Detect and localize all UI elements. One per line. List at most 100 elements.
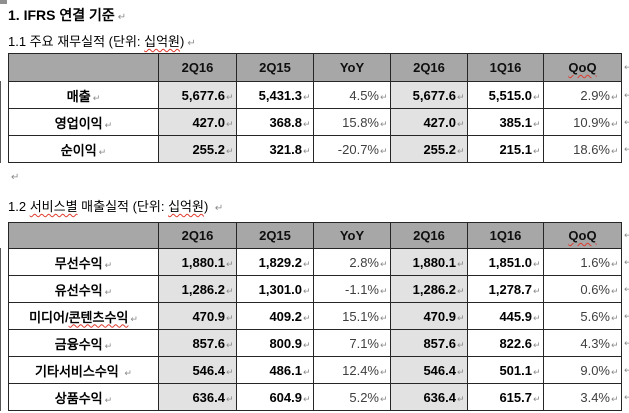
value-cell: 255.2↵ [390,135,468,163]
row-label-text: 금융수익 [54,336,103,352]
cell-end-mark: ↵ [533,145,541,156]
paragraph-mark: ↵ [117,12,127,23]
row-end-mark: ↵ [622,82,629,109]
value-cell: 501.1↵ [467,356,544,384]
value-cell: 546.4↵ [390,356,468,384]
value-cell: 822.6↵ [467,329,544,357]
cell-value: 4.5% [349,87,379,103]
column-header-label: 2Q16 [413,228,445,243]
value-cell: 1,880.1↵ [158,248,237,276]
value-cell: 800.9↵ [236,329,314,357]
cell-value: 427.0 [423,114,456,130]
value-cell: 470.9↵ [390,302,468,330]
table-row: 미디어/콘텐츠수익 ↵ 470.9↵ 409.2↵ 15.1%↵ 470.9↵ 445.9↵… [8,302,629,330]
value-cell: -20.7%↵ [313,135,391,163]
cell-end-mark: ↵ [611,91,619,102]
cell-value: 15.8% [342,114,379,130]
cell-value: 1,301.0 [258,281,302,297]
column-header: 2Q16 [390,53,468,82]
cell-end-mark: ↵ [533,339,541,350]
cell-value: -20.7% [337,141,379,157]
row-label-text: 기타서비스수익 [35,363,123,379]
row-end-mark: ↵ [622,384,629,411]
cell-value: 2.9% [580,87,610,103]
value-cell: 10.9%↵ [543,108,622,136]
value-cell: 4.5%↵ [313,81,391,109]
cell-value: 1.6% [580,254,610,270]
column-header: QoQ [543,222,622,249]
value-cell: 255.2↵ [158,135,237,163]
section1-title: 1.1 주요 재무실적 (단위: 십억원) ↵ [8,31,196,50]
row-label: 상품수익 ↵ [8,383,159,411]
value-cell: 427.0↵ [158,108,237,136]
cell-end-mark: ↵ [226,339,234,350]
row-label-text: 상품수익 [54,390,103,406]
table-row: 매출 ↵ 5,677.6↵ 5,431.3↵ 4.5%↵ 5,677.6↵ 5,515.0↵… [8,81,629,109]
row-label-text: 미디어/ [29,309,69,325]
column-header [8,53,159,82]
row-end-mark: ↵ [622,357,629,384]
cell-value: 486.1 [269,362,302,378]
title-text: 1.1 주요 재무실적 (단위: [8,34,145,49]
cell-value: 368.8 [269,114,302,130]
cell-value: 445.9 [499,308,532,324]
cell-end-mark: ↵ [104,394,113,405]
cell-end-mark: ↵ [124,367,132,378]
value-cell: 9.0%↵ [543,356,622,384]
column-header-label: 2Q15 [259,228,291,243]
value-cell: 1,829.2↵ [236,248,314,276]
cell-value: 1,880.1 [181,254,225,270]
cell-end-mark: ↵ [130,313,138,324]
column-header: 2Q16 [158,53,237,82]
value-cell: 470.9↵ [158,302,237,330]
value-cell: 2.9%↵ [543,81,622,109]
column-header: 1Q16 [467,53,544,82]
cell-end-mark: ↵ [457,258,465,269]
row-end-mark: ↵ [624,230,629,240]
cell-end-mark: ↵ [226,91,234,102]
cell-end-mark: ↵ [611,339,619,350]
cell-value: 5.2% [349,389,379,405]
row-label-text: 유선수익 [54,282,103,298]
title-text: ) [180,34,185,49]
row-end-mark: ↵ [622,249,629,276]
column-header-label: 1Q16 [489,228,522,243]
cell-end-mark: ↵ [380,258,388,269]
table-row: 영업이익 ↵ 427.0↵ 368.8↵ 15.8%↵ 427.0↵ 385.1↵ 10.9%… [8,108,629,136]
value-cell: 5,515.0↵ [467,81,544,109]
value-cell: 546.4↵ [158,356,237,384]
column-header: 2Q15 [236,53,314,82]
paragraph-mark: ↵ [214,203,224,214]
cell-value: 255.2 [192,141,225,157]
cell-value: 255.2 [423,141,456,157]
row-end-mark: ↵ [622,330,629,357]
cell-value: 604.9 [269,389,302,405]
row-end-mark: ↵ [622,136,629,163]
cell-value: 15.1% [342,308,379,324]
cell-value: 7.1% [349,335,379,351]
cell-end-mark: ↵ [380,91,388,102]
column-header: YoY [313,222,391,249]
cell-end-mark: ↵ [611,312,619,323]
cell-end-mark: ↵ [611,258,619,269]
cell-end-mark: ↵ [380,285,388,296]
column-header-label: 2Q16 [181,228,214,243]
cell-end-mark: ↵ [104,119,113,130]
column-header: 1Q16 [467,222,544,249]
row-label: 유선수익 ↵ [8,275,159,303]
cell-value: 470.9 [423,308,456,324]
table-row: 기타서비스수익 ↵ 546.4↵ 486.1↵ 12.4%↵ 546.4↵ 501.1↵ 9… [8,356,629,384]
cell-end-mark: ↵ [104,340,113,351]
misspelled-word: 십억원 [144,34,181,49]
row-end-mark: ↵ [622,276,629,303]
cell-value: 1,286.2 [181,281,225,297]
cell-end-mark: ↵ [611,366,619,377]
value-cell: 385.1↵ [467,108,544,136]
cell-end-mark: ↵ [303,145,311,156]
cell-end-mark: ↵ [457,339,465,350]
section2-title: 1.2 서비스별 매출실적 (단위: 십억원) ↵ [8,196,223,215]
cell-end-mark: ↵ [457,145,465,156]
value-cell: -1.1%↵ [313,275,391,303]
cell-end-mark: ↵ [457,366,465,377]
cell-end-mark: ↵ [380,145,388,156]
